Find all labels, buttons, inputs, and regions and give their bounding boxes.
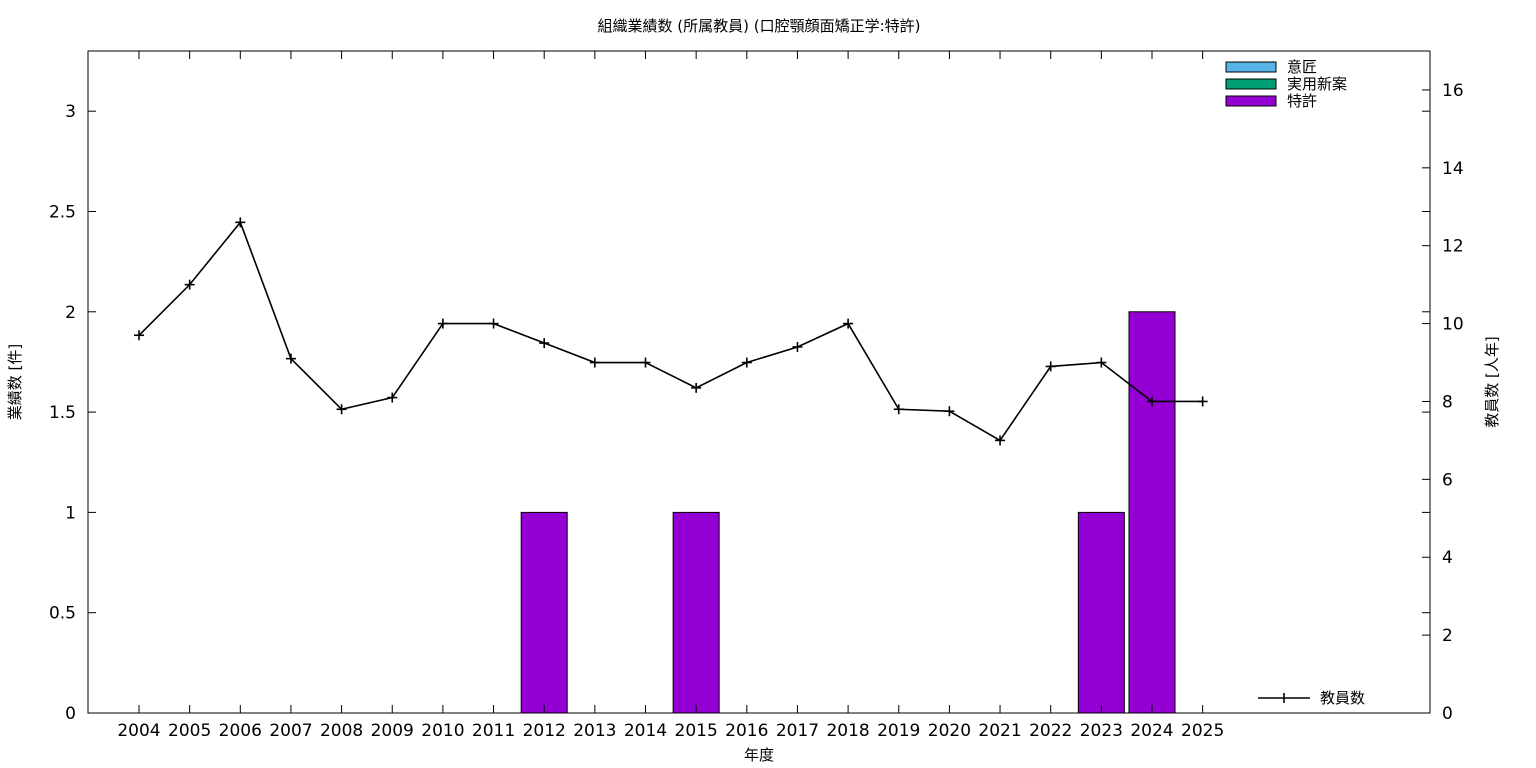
- point-2011: [488, 318, 499, 329]
- line-layer: [134, 217, 1208, 446]
- y-tick-label: 2: [65, 303, 76, 323]
- y2-axis-label: 教員数 [人年]: [1483, 336, 1501, 427]
- legend-swatch-2: [1225, 95, 1277, 107]
- x-tick-label: 2016: [725, 721, 768, 741]
- y-tick-label: 0.5: [49, 604, 76, 624]
- x-tick-label: 2018: [826, 721, 869, 741]
- y2-tick-label: 14: [1442, 159, 1464, 179]
- x-tick-label: 2004: [117, 721, 160, 741]
- point-2004: [134, 330, 144, 341]
- point-2018: [843, 318, 854, 329]
- x-tick-label: 2024: [1130, 721, 1173, 741]
- x-tick-label: 2011: [472, 721, 515, 741]
- y-tick-label: 0: [65, 704, 76, 724]
- point-2024: [1147, 396, 1157, 407]
- x-axis-label: 年度: [744, 746, 774, 764]
- x-tick-label: 2010: [421, 721, 464, 741]
- x-tick-label: 2007: [269, 721, 312, 741]
- bar-2015: [672, 511, 720, 714]
- point-2015: [691, 382, 702, 393]
- point-2008: [336, 404, 347, 415]
- point-2016: [741, 357, 752, 368]
- chart-title: 組織業績数 (所属教員) (口腔顎顔面矯正学:特許): [597, 17, 920, 35]
- legend-label-2: 特許: [1287, 92, 1317, 110]
- point-2025: [1197, 396, 1208, 407]
- y2-tick-label: 6: [1442, 470, 1453, 490]
- y2-tick-label: 16: [1442, 81, 1464, 101]
- legend-label-1: 実用新案: [1287, 75, 1347, 93]
- x-tick-label: 2009: [371, 721, 414, 741]
- bar-2012: [520, 511, 568, 714]
- bar-2024: [1128, 311, 1176, 714]
- point-2013: [589, 357, 600, 368]
- point-2009: [387, 392, 398, 403]
- legend-label-0: 意匠: [1287, 58, 1317, 76]
- y-axis-ticks: 0 0.5 1 1.5 2 2.5 3: [49, 102, 1430, 724]
- legend-swatch-1: [1225, 78, 1277, 90]
- bar-2023: [1077, 511, 1125, 714]
- point-2023: [1096, 357, 1107, 368]
- bars-layer: [520, 311, 1176, 714]
- series-line-teachers: [138, 220, 1203, 442]
- point-2006: [235, 217, 246, 228]
- x-tick-label: 2020: [928, 721, 971, 741]
- y2-tick-label: 12: [1442, 237, 1464, 257]
- point-2019: [893, 404, 904, 415]
- x-tick-label: 2012: [523, 721, 566, 741]
- point-2014: [640, 357, 651, 368]
- point-2010: [437, 318, 448, 329]
- point-2017: [792, 341, 803, 352]
- x-tick-label: 2017: [776, 721, 819, 741]
- point-2012: [539, 338, 550, 349]
- x-tick-label: 2019: [877, 721, 920, 741]
- x-tick-label: 2006: [219, 721, 262, 741]
- x-tick-label: 2014: [624, 721, 667, 741]
- y2-tick-label: 8: [1442, 392, 1453, 412]
- y-tick-label: 3: [65, 102, 76, 122]
- x-axis-ticks: 2004 2005 2006 2007 2008 2009 2010 2011 2012 2013…: [117, 51, 1224, 741]
- x-tick-label: 2013: [573, 721, 616, 741]
- y2-tick-label: 4: [1442, 548, 1453, 568]
- x-tick-label: 2015: [675, 721, 718, 741]
- x-tick-label: 2008: [320, 721, 363, 741]
- y2-tick-label: 2: [1442, 626, 1453, 646]
- legend-swatch-0: [1225, 61, 1277, 73]
- x-tick-label: 2022: [1029, 721, 1072, 741]
- y2-tick-label: 10: [1442, 315, 1464, 335]
- x-tick-label: 2021: [978, 721, 1021, 741]
- y2-tick-label: 0: [1442, 704, 1453, 724]
- point-2007: [285, 353, 296, 364]
- y-axis-label: 業績数 [件]: [6, 344, 24, 420]
- y-tick-label: 2.5: [49, 202, 76, 222]
- x-tick-label: 2023: [1080, 721, 1123, 741]
- x-tick-label: 2025: [1181, 721, 1224, 741]
- x-tick-label: 2005: [168, 721, 211, 741]
- y2-axis-ticks: 0 2 4 6 8 10 12 14 16: [1422, 81, 1464, 724]
- point-2021: [995, 435, 1006, 446]
- y-tick-label: 1: [65, 503, 76, 523]
- y-tick-label: 1.5: [49, 403, 76, 423]
- point-2022: [1045, 361, 1056, 372]
- plot-frame: [87, 50, 1431, 714]
- legend-label-line: 教員数: [1320, 689, 1365, 707]
- point-2020: [944, 406, 955, 417]
- point-2005: [184, 279, 195, 290]
